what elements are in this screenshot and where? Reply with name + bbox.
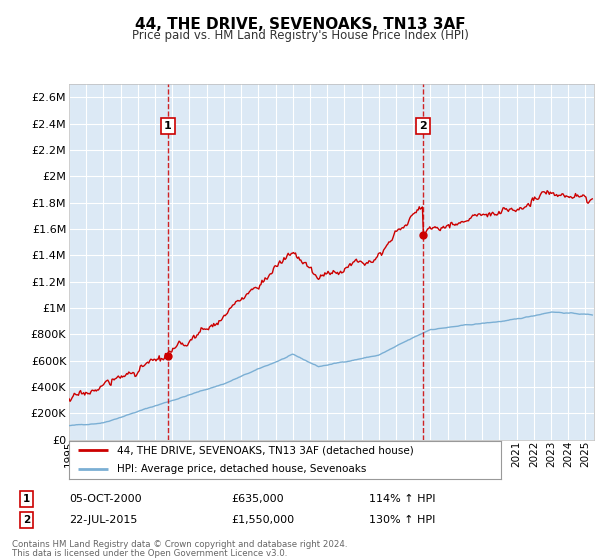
Text: £1,550,000: £1,550,000 xyxy=(231,515,294,525)
Text: 2: 2 xyxy=(419,121,427,131)
Text: 22-JUL-2015: 22-JUL-2015 xyxy=(70,515,138,525)
Text: £635,000: £635,000 xyxy=(231,494,284,504)
Text: HPI: Average price, detached house, Sevenoaks: HPI: Average price, detached house, Seve… xyxy=(116,464,366,474)
Text: 130% ↑ HPI: 130% ↑ HPI xyxy=(369,515,436,525)
Text: 114% ↑ HPI: 114% ↑ HPI xyxy=(369,494,436,504)
Text: This data is licensed under the Open Government Licence v3.0.: This data is licensed under the Open Gov… xyxy=(12,549,287,558)
Text: Contains HM Land Registry data © Crown copyright and database right 2024.: Contains HM Land Registry data © Crown c… xyxy=(12,540,347,549)
Text: Price paid vs. HM Land Registry's House Price Index (HPI): Price paid vs. HM Land Registry's House … xyxy=(131,29,469,42)
Text: 05-OCT-2000: 05-OCT-2000 xyxy=(70,494,142,504)
Text: 1: 1 xyxy=(23,494,30,504)
Text: 1: 1 xyxy=(164,121,172,131)
Text: 44, THE DRIVE, SEVENOAKS, TN13 3AF (detached house): 44, THE DRIVE, SEVENOAKS, TN13 3AF (deta… xyxy=(116,445,413,455)
Text: 2: 2 xyxy=(23,515,30,525)
Text: 44, THE DRIVE, SEVENOAKS, TN13 3AF: 44, THE DRIVE, SEVENOAKS, TN13 3AF xyxy=(134,17,466,32)
